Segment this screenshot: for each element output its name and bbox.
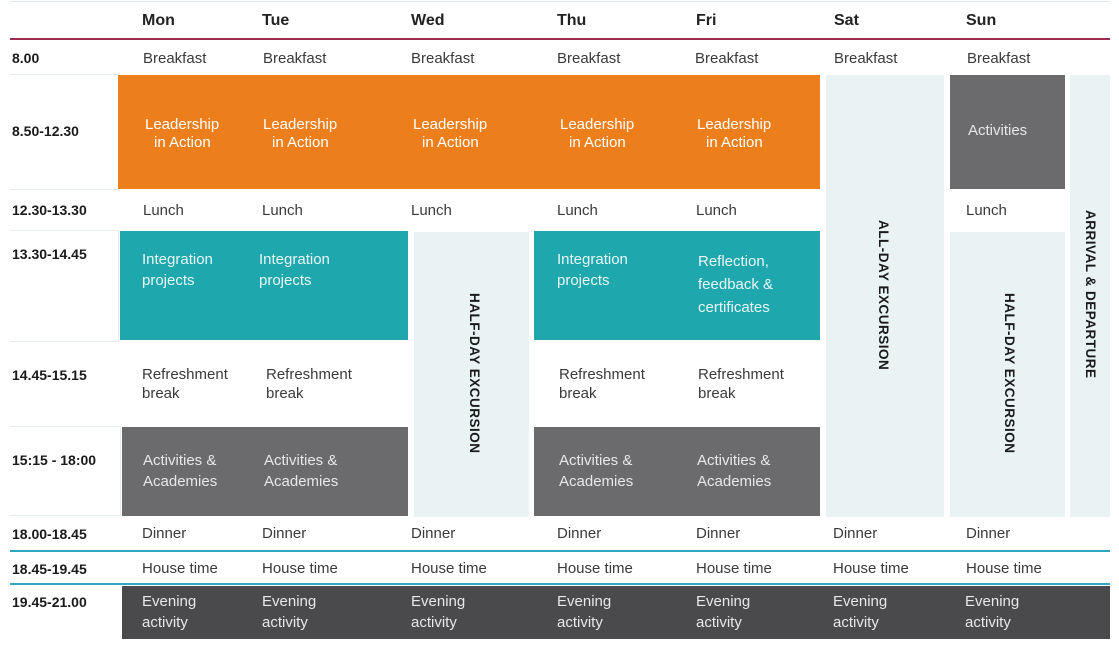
sunday-activities-block — [950, 75, 1065, 189]
leadership-mon: Leadership in Action — [145, 116, 220, 151]
day-header-sun: Sun — [966, 12, 997, 29]
breakfast-wed: Breakfast — [411, 50, 475, 67]
evening-activity-block — [122, 586, 1110, 639]
house-time-wed: House time — [411, 560, 487, 577]
breakfast-tue: Breakfast — [263, 50, 327, 67]
day-header-wed: Wed — [411, 12, 445, 29]
dinner-wed: Dinner — [411, 525, 456, 542]
integration-tue: Integration projects — [259, 251, 330, 289]
time-row-border — [10, 230, 119, 342]
lunch-thu: Lunch — [557, 202, 598, 219]
integration-thu: Integration projects — [557, 251, 628, 289]
evening-sun: Evening activity — [965, 593, 1020, 631]
leadership-thu: Leadership in Action — [560, 116, 635, 151]
dinner-sat: Dinner — [833, 525, 878, 542]
time-label: 14.45-15.15 — [12, 367, 87, 383]
house-time-tue: House time — [262, 560, 338, 577]
lunch-mon: Lunch — [143, 202, 184, 219]
lunch-tue: Lunch — [262, 202, 303, 219]
breakfast-sun: Breakfast — [967, 50, 1031, 67]
refreshment-thu: Refreshment break — [559, 366, 645, 402]
all-day-excursion-label: ALL-DAY EXCURSION — [876, 220, 891, 371]
evening-mon: Evening activity — [142, 593, 197, 631]
half-day-excursion-sun-block — [950, 232, 1065, 517]
time-label: 13.30-14.45 — [12, 246, 87, 262]
half-day-excursion-sun-label: HALF-DAY EXCURSION — [1002, 293, 1017, 454]
all-day-excursion-block — [826, 75, 944, 517]
house-time-fri: House time — [696, 560, 772, 577]
top-border — [10, 1, 1110, 2]
breakfast-sat: Breakfast — [834, 50, 898, 67]
time-row-border — [10, 74, 119, 190]
reflection-fri: Reflection, feedback & certificates — [698, 253, 774, 316]
academies-fri: Activities & Academies — [697, 452, 772, 490]
evening-fri: Evening activity — [696, 593, 751, 631]
time-label: 8.50-12.30 — [12, 123, 79, 139]
academies-thu: Activities & Academies — [559, 452, 634, 490]
day-header-mon: Mon — [142, 12, 175, 29]
academies-block-mon-tue — [122, 427, 408, 516]
day-header-thu: Thu — [557, 12, 587, 29]
house-time-mon: House time — [142, 560, 218, 577]
leadership-tue: Leadership in Action — [263, 116, 338, 151]
arrival-departure-block — [1070, 75, 1110, 517]
refreshment-fri: Refreshment break — [698, 366, 784, 402]
time-label: 19.45-21.00 — [12, 594, 87, 610]
dinner-fri: Dinner — [696, 525, 741, 542]
breakfast-mon: Breakfast — [143, 50, 207, 67]
evening-wed: Evening activity — [411, 593, 466, 631]
leadership-fri: Leadership in Action — [697, 116, 772, 151]
time-label: 15:15 - 18:00 — [12, 452, 97, 468]
sunday-activities-label: Activities — [968, 122, 1028, 139]
divider-line — [10, 583, 1110, 585]
divider-line — [10, 550, 1110, 552]
breakfast-fri: Breakfast — [695, 50, 759, 67]
time-row-border — [10, 426, 121, 516]
header-divider — [10, 38, 1110, 40]
academies-tue: Activities & Academies — [264, 452, 339, 490]
academies-block-thu-fri — [534, 427, 820, 516]
evening-tue: Evening activity — [262, 593, 317, 631]
arrival-departure-label: ARRIVAL & DEPARTURE — [1083, 210, 1098, 379]
lunch-fri: Lunch — [696, 202, 737, 219]
dinner-thu: Dinner — [557, 525, 602, 542]
time-label: 18.45-19.45 — [12, 561, 87, 577]
refreshment-mon: Refreshment break — [142, 366, 228, 402]
time-label: 8.00 — [12, 50, 40, 66]
evening-thu: Evening activity — [557, 593, 612, 631]
dinner-tue: Dinner — [262, 525, 307, 542]
half-day-excursion-wed-label: HALF-DAY EXCURSION — [467, 293, 482, 454]
day-header-tue: Tue — [262, 12, 290, 29]
dinner-sun: Dinner — [966, 525, 1011, 542]
integration-block-mon-tue — [120, 231, 408, 340]
half-day-excursion-wed-block — [414, 232, 529, 517]
leadership-block — [118, 75, 820, 189]
time-label: 18.00-18.45 — [12, 526, 87, 542]
time-label: 12.30-13.30 — [12, 202, 87, 218]
dinner-mon: Dinner — [142, 525, 187, 542]
integration-block-thu-fri — [534, 231, 820, 340]
lunch-sun: Lunch — [966, 202, 1007, 219]
house-time-sun: House time — [966, 560, 1042, 577]
integration-mon: Integration projects — [142, 251, 213, 289]
leadership-wed: Leadership in Action — [413, 116, 488, 151]
lunch-wed: Lunch — [411, 202, 452, 219]
evening-sat: Evening activity — [833, 593, 888, 631]
day-header-sat: Sat — [834, 12, 859, 29]
day-header-fri: Fri — [696, 12, 717, 29]
breakfast-thu: Breakfast — [557, 50, 621, 67]
academies-mon: Activities & Academies — [143, 452, 218, 490]
refreshment-tue: Refreshment break — [266, 366, 352, 402]
house-time-thu: House time — [557, 560, 633, 577]
house-time-sat: House time — [833, 560, 909, 577]
